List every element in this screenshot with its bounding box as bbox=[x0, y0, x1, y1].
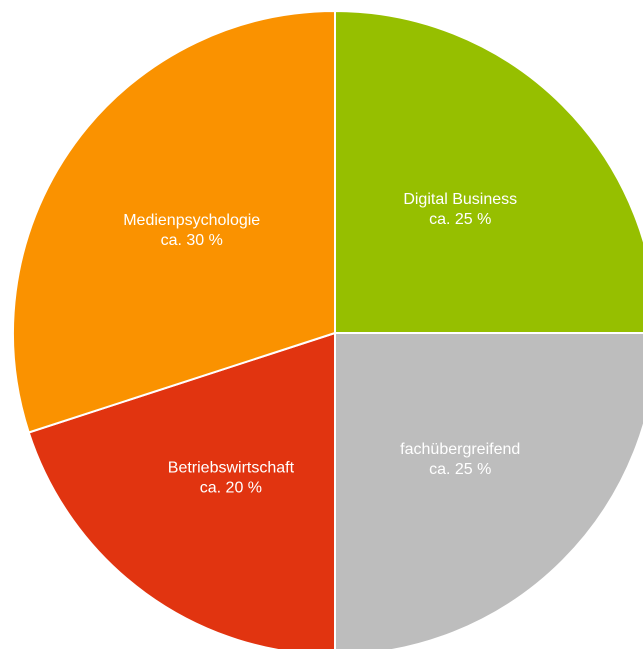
slice-label-digital-business: Digital Business bbox=[403, 191, 517, 208]
slices-layer bbox=[12, 9, 643, 654]
pie-slice-medienpsychologie bbox=[12, 9, 336, 434]
slice-value-medienpsychologie: ca. 30 % bbox=[161, 232, 223, 249]
slice-value-digital-business: ca. 25 % bbox=[429, 211, 491, 228]
slice-label-medienpsychologie: Medienpsychologie bbox=[123, 212, 260, 229]
pie-slice-fachubergreifend bbox=[334, 332, 643, 654]
pie-slice-digital-business bbox=[334, 9, 643, 334]
slice-value-betriebswirtschaft: ca. 20 % bbox=[200, 479, 262, 496]
slice-value-fachubergreifend: ca. 25 % bbox=[429, 461, 491, 478]
slice-label-betriebswirtschaft: Betriebswirtschaft bbox=[168, 459, 295, 476]
labels-layer: Digital Business ca. 25 % fachübergreifend… bbox=[123, 191, 520, 497]
slice-label-fachubergreifend: fachübergreifend bbox=[400, 441, 520, 458]
